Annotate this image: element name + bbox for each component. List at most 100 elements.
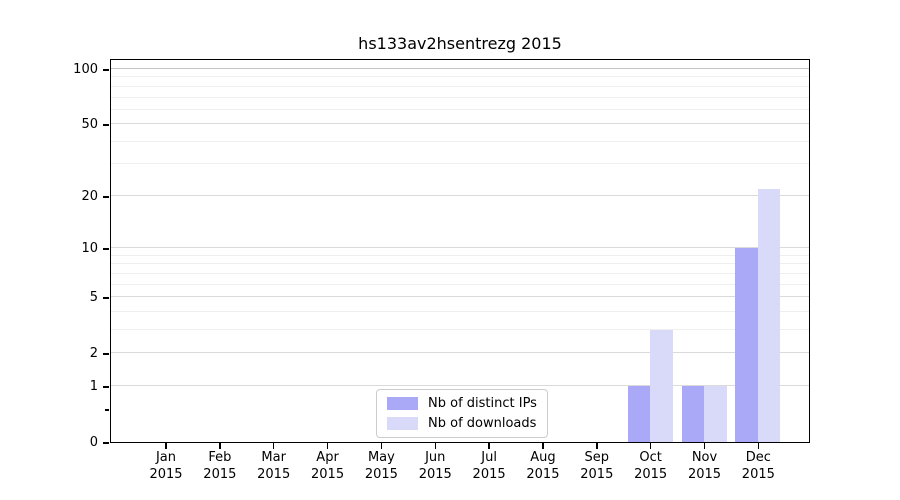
x-tick-month: Apr	[316, 450, 339, 465]
gridline-minor	[111, 140, 809, 142]
plot-area: Nb of distinct IPs Nb of downloads	[110, 59, 810, 443]
x-tick-label: Jan 2015	[134, 449, 198, 483]
x-tick	[165, 443, 167, 449]
gridline-minor	[111, 310, 809, 312]
bar-distinct-ips	[681, 385, 704, 442]
x-tick-month: Jul	[481, 450, 497, 465]
bar-downloads	[704, 385, 727, 442]
gridline-major	[111, 123, 809, 125]
x-tick-label: Dec 2015	[726, 449, 790, 483]
gridline-minor	[111, 263, 809, 265]
gridline-major	[111, 68, 809, 69]
x-tick	[434, 443, 436, 449]
x-tick-year: 2015	[311, 467, 345, 482]
y-tick	[103, 386, 109, 388]
x-tick	[542, 443, 544, 449]
x-tick-year: 2015	[203, 467, 237, 482]
x-tick-year: 2015	[149, 467, 183, 482]
y-tick-label: 2	[89, 346, 98, 362]
legend-swatch-distinct-ips	[387, 397, 418, 410]
legend: Nb of distinct IPs Nb of downloads	[376, 389, 548, 438]
gridline-minor	[111, 96, 809, 98]
y-tick	[103, 124, 109, 126]
gridline-major	[111, 296, 809, 298]
x-tick-month: Aug	[530, 450, 556, 465]
x-tick-year: 2015	[634, 467, 668, 482]
x-tick-year: 2015	[418, 467, 452, 482]
y-minor-tick	[105, 409, 109, 411]
chart-title: hs133av2hsentrezg 2015	[358, 34, 562, 53]
bar-distinct-ips	[627, 385, 651, 442]
legend-label-distinct-ips: Nb of distinct IPs	[428, 396, 537, 411]
y-tick-label: 100	[73, 62, 98, 77]
y-tick-label: 0	[89, 435, 98, 450]
x-tick-year: 2015	[364, 467, 398, 482]
gridline-major	[111, 384, 809, 386]
legend-item-distinct-ips: Nb of distinct IPs	[387, 396, 537, 411]
bar-downloads	[757, 188, 781, 442]
y-tick	[103, 353, 109, 355]
gridline-minor	[111, 108, 809, 110]
bar-distinct-ips	[735, 248, 758, 442]
gridline-minor	[111, 283, 809, 285]
x-tick-year: 2015	[472, 467, 506, 482]
x-tick-month: Nov	[691, 450, 718, 465]
gridline-minor	[111, 85, 809, 87]
x-tick-year: 2015	[257, 467, 291, 482]
y-tick	[103, 297, 109, 299]
y-tick-label: 20	[81, 188, 98, 204]
gridline-minor	[111, 328, 809, 330]
x-tick	[596, 443, 598, 449]
gridline-major	[111, 194, 809, 196]
x-tick-month: May	[367, 450, 395, 465]
gridline-minor	[111, 76, 809, 78]
gridline-major	[111, 352, 809, 354]
x-tick-label: May 2015	[349, 449, 413, 483]
legend-label-downloads: Nb of downloads	[428, 416, 537, 431]
y-tick	[103, 69, 109, 71]
x-tick	[219, 443, 221, 449]
x-tick	[326, 443, 329, 449]
x-tick	[649, 443, 652, 449]
x-tick-label: Mar 2015	[242, 449, 306, 483]
gridline-minor	[111, 272, 809, 274]
x-tick	[272, 443, 275, 449]
x-tick-label: Nov 2015	[673, 449, 737, 483]
gridline-major	[111, 247, 809, 249]
x-tick-month: Oct	[639, 450, 662, 465]
x-tick-year: 2015	[526, 467, 560, 482]
x-tick-label: Jul 2015	[457, 449, 521, 483]
y-tick-label: 50	[81, 117, 98, 133]
x-tick-month: Jan	[155, 450, 177, 465]
x-tick-label: Feb 2015	[188, 449, 252, 483]
gridline-minor	[111, 163, 809, 165]
y-tick	[103, 248, 109, 250]
x-tick-year: 2015	[580, 467, 614, 482]
x-tick	[757, 443, 760, 449]
x-tick	[488, 443, 490, 449]
bar-downloads	[650, 329, 673, 442]
y-tick-label: 1	[89, 378, 98, 394]
y-tick	[103, 196, 109, 198]
x-tick	[380, 443, 383, 449]
x-tick-month: Mar	[261, 450, 286, 465]
legend-swatch-downloads	[387, 417, 418, 430]
x-tick-label: Jun 2015	[403, 449, 467, 483]
x-tick-label: Sep 2015	[565, 449, 629, 483]
legend-item-downloads: Nb of downloads	[387, 416, 537, 431]
y-tick-label: 10	[81, 241, 98, 257]
gridline-minor	[111, 254, 809, 256]
x-tick-month: Feb	[208, 450, 232, 465]
x-tick-label: Aug 2015	[511, 449, 575, 483]
x-tick-year: 2015	[741, 467, 775, 482]
y-tick	[103, 442, 109, 444]
x-tick-label: Apr 2015	[296, 449, 360, 483]
x-tick-label: Oct 2015	[619, 449, 683, 483]
x-tick-year: 2015	[687, 467, 722, 482]
x-tick-month: Jun	[425, 450, 446, 465]
y-tick-label: 5	[89, 290, 98, 306]
x-tick	[703, 443, 706, 449]
x-tick-month: Dec	[745, 450, 771, 465]
x-tick-month: Sep	[584, 450, 610, 465]
